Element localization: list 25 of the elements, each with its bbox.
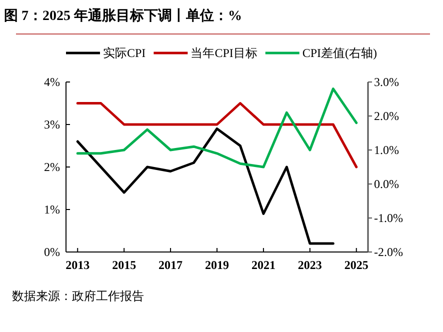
legend-label: 当年CPI目标 xyxy=(190,46,258,60)
x-tick-label: 2021 xyxy=(251,258,276,272)
y2-tick-label: -1.0% xyxy=(374,211,403,225)
line-series xyxy=(76,128,334,245)
y2-tick-label: 0.0% xyxy=(374,177,399,191)
x-tick-label: 2023 xyxy=(298,258,322,272)
x-tick-label: 2013 xyxy=(66,258,90,272)
source-note: 数据来源：政府工作报告 xyxy=(12,289,144,303)
y2-tick-label: 3.0% xyxy=(374,75,399,89)
y-tick-label: 4% xyxy=(44,75,60,89)
legend-label: 实际CPI xyxy=(103,46,146,60)
chart-title: 图 7：2025 年通胀目标下调丨单位：% xyxy=(4,7,242,24)
x-tick-label: 2015 xyxy=(112,258,136,272)
y2-tick-label: -2.0% xyxy=(374,245,403,259)
y2-tick-label: 1.0% xyxy=(374,143,399,157)
y-tick-label: 3% xyxy=(44,118,60,132)
legend-label: CPI差值(右轴) xyxy=(302,46,378,60)
x-tick-label: 2025 xyxy=(344,258,368,272)
x-tick-label: 2017 xyxy=(158,258,183,272)
x-tick-label: 2019 xyxy=(205,258,229,272)
line-series xyxy=(76,88,358,168)
y-tick-label: 0% xyxy=(44,245,60,259)
y-tick-label: 1% xyxy=(44,202,60,216)
y-tick-label: 2% xyxy=(44,160,60,174)
y2-tick-label: 2.0% xyxy=(374,109,399,123)
